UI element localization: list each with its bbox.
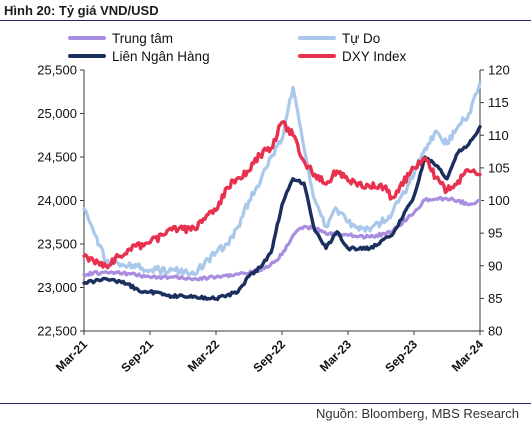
right-tick-label: 95 (488, 226, 502, 241)
x-tick-label: Sep-22 (250, 337, 288, 375)
legend-label: DXY Index (342, 49, 407, 64)
left-tick-label: 24,000 (37, 193, 77, 208)
x-tick-label: Mar-23 (317, 337, 354, 374)
x-tick-label: Sep-23 (382, 337, 420, 375)
x-tick-label: Sep-21 (118, 337, 156, 375)
right-tick-label: 105 (488, 160, 510, 175)
x-tick-label: Mar-24 (449, 337, 486, 374)
right-tick-label: 110 (488, 128, 509, 143)
legend-label: Liên Ngân Hàng (112, 49, 210, 64)
left-tick-label: 24,500 (37, 150, 77, 165)
legend-label: Trung tâm (112, 31, 173, 46)
left-tick-label: 25,000 (37, 106, 77, 121)
source-note: Nguồn: Bloomberg, MBS Research (315, 406, 519, 421)
right-tick-label: 85 (488, 291, 502, 306)
series-lien-ngan-hang (82, 124, 482, 302)
left-tick-label: 23,000 (37, 280, 77, 295)
right-tick-label: 100 (488, 193, 510, 208)
right-tick-label: 80 (488, 324, 502, 339)
right-tick-label: 115 (488, 95, 509, 110)
series-dxy-index (82, 120, 482, 270)
series-trung-tam (82, 195, 482, 282)
x-tick-label: Mar-22 (185, 337, 222, 374)
left-tick-label: 22,500 (37, 324, 77, 339)
right-tick-label: 120 (488, 63, 510, 78)
chart-legend: Trung tâm Tự Do Liên Ngân Hàng DXY Index (68, 31, 407, 64)
legend-label: Tự Do (342, 31, 380, 46)
chart-axes: 22,500 23,000 23,500 24,000 24,500 25,000 25,5… (37, 63, 509, 375)
right-tick-label: 90 (488, 258, 502, 273)
chart-title: Hình 20: Tỷ giá VND/USD (4, 3, 159, 18)
footer-divider (0, 403, 531, 404)
x-tick-label: Mar-21 (53, 337, 90, 374)
series-tu-do (82, 81, 482, 276)
left-tick-label: 25,500 (37, 63, 77, 78)
chart-series (82, 81, 482, 302)
title-divider (0, 20, 531, 21)
left-tick-label: 23,500 (37, 237, 77, 252)
